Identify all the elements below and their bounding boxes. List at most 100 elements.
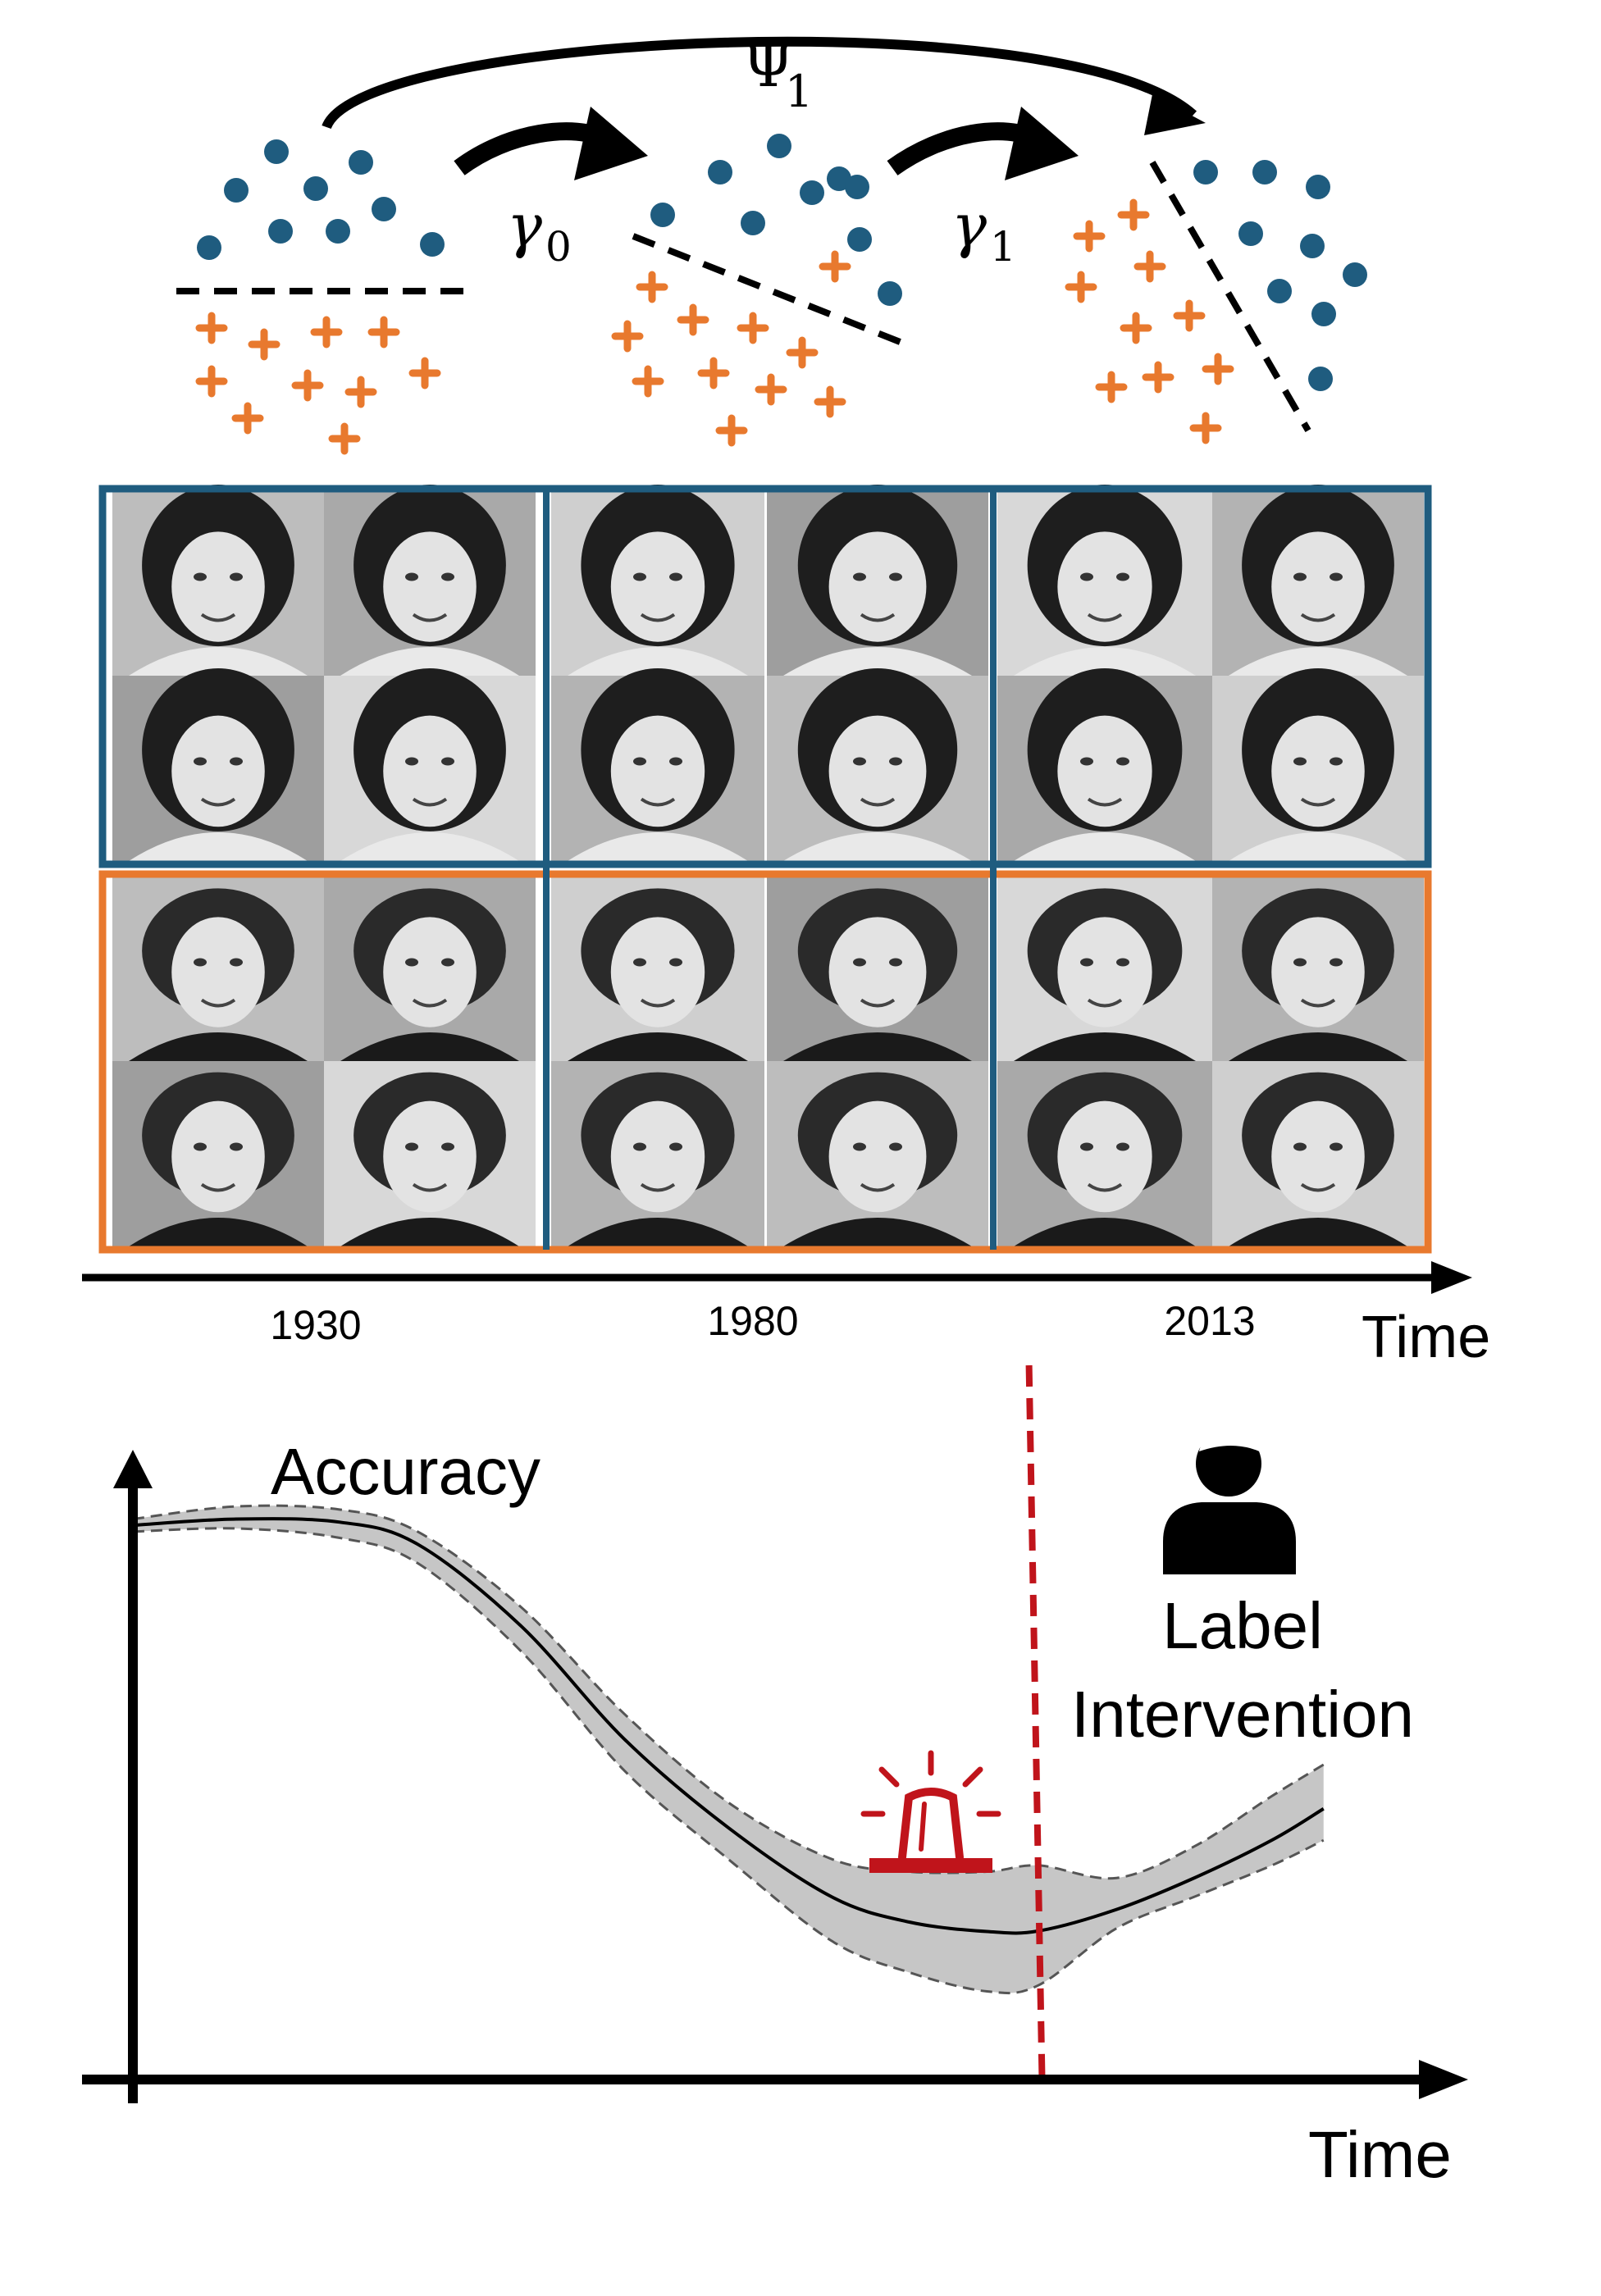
class-cross-point bbox=[231, 402, 264, 435]
class-cross-point bbox=[1133, 250, 1166, 283]
portrait-photo bbox=[551, 1061, 764, 1246]
portrait-photo bbox=[112, 484, 324, 676]
portrait-photo bbox=[551, 877, 764, 1061]
class-circle-point bbox=[1306, 175, 1330, 199]
class-cross-point bbox=[1095, 371, 1128, 403]
class-circle-point bbox=[741, 211, 765, 235]
class-circle-point bbox=[268, 219, 293, 244]
period-label-2013: 2013 bbox=[1164, 1298, 1255, 1344]
portrait-photo bbox=[112, 1061, 324, 1246]
class-circle-point bbox=[372, 197, 396, 221]
class-cross-point bbox=[1189, 412, 1222, 444]
portrait-photo bbox=[767, 1061, 988, 1246]
period-label-1980: 1980 bbox=[707, 1298, 798, 1344]
class-cross-point bbox=[310, 316, 343, 348]
alarm-siren-icon bbox=[860, 1750, 1001, 1873]
transform-symbol-0: γ bbox=[507, 191, 543, 260]
class-cross-point bbox=[1117, 198, 1150, 231]
portrait-photo bbox=[324, 668, 536, 861]
long-transform-symbol: Ψ bbox=[742, 31, 794, 100]
portrait-photo bbox=[551, 668, 764, 861]
decision-boundary-2 bbox=[1149, 160, 1311, 433]
class-circle-point bbox=[800, 180, 824, 205]
y-axis-label: Accuracy bbox=[271, 1435, 541, 1508]
class-cross-point bbox=[737, 312, 769, 344]
accuracy-band-upper-edge bbox=[132, 1504, 1325, 1880]
class-circle-point bbox=[326, 219, 350, 244]
class-cross-point bbox=[367, 316, 400, 348]
class-circle-point bbox=[1252, 160, 1277, 184]
decision-boundary-1 bbox=[632, 233, 912, 349]
class-cross-point bbox=[755, 373, 787, 406]
long-transform-subscript: 1 bbox=[785, 66, 813, 117]
drift-diagram: Ψ 1 γ 0 γ 1 bbox=[176, 31, 1367, 455]
transform-arrowhead-1 bbox=[1005, 107, 1079, 180]
long-transform-arrowhead bbox=[1144, 94, 1206, 135]
class-circle-point bbox=[1308, 367, 1333, 391]
class-circle-point bbox=[303, 176, 328, 201]
accuracy-line bbox=[132, 1517, 1325, 1935]
class-circle-point bbox=[420, 232, 445, 257]
class-cross-point bbox=[1142, 361, 1175, 394]
portrait-photo bbox=[324, 877, 536, 1061]
class-circle-point bbox=[197, 235, 221, 260]
portrait-photo bbox=[767, 484, 988, 676]
class-cross-point bbox=[328, 422, 361, 455]
class-circle-point bbox=[650, 203, 675, 227]
portrait-photo bbox=[767, 877, 988, 1061]
intervention-marker bbox=[1025, 1364, 1046, 2084]
transform-subscript-0: 0 bbox=[545, 223, 572, 271]
transform-subscript-1: 1 bbox=[990, 223, 1016, 271]
class-cross-point bbox=[1120, 312, 1152, 344]
class-cross-point bbox=[697, 357, 730, 390]
class-cross-point bbox=[1073, 220, 1106, 253]
class-circle-point bbox=[1311, 302, 1336, 326]
portrait-photo bbox=[324, 484, 536, 676]
portrait-photo bbox=[997, 877, 1212, 1061]
orange-group-frame bbox=[98, 870, 1432, 1254]
x-axis-arrowhead bbox=[1419, 2060, 1468, 2099]
class-cross-point bbox=[636, 271, 668, 303]
class-circle-point bbox=[349, 150, 373, 175]
period-label-1930: 1930 bbox=[270, 1302, 361, 1348]
class-cross-point bbox=[611, 320, 644, 353]
class-cross-point bbox=[677, 303, 709, 336]
class-cross-point bbox=[1202, 353, 1234, 385]
class-cross-point bbox=[1173, 299, 1206, 332]
class-circle-point bbox=[1300, 234, 1325, 258]
portrait-photo bbox=[1212, 1061, 1424, 1246]
class-cross-point bbox=[291, 369, 324, 402]
y-axis-arrowhead bbox=[113, 1450, 153, 1488]
photo-grid: 1930 1980 2013 Time bbox=[82, 484, 1490, 1370]
portrait-photo bbox=[767, 668, 988, 861]
class-cross-point bbox=[632, 365, 664, 398]
portrait-photo bbox=[997, 1061, 1212, 1246]
blue-group-frame bbox=[98, 485, 1432, 868]
class-cross-point bbox=[786, 336, 819, 369]
class-cross-point bbox=[344, 376, 377, 408]
class-circle-point bbox=[878, 281, 902, 306]
long-transform-arrow bbox=[322, 36, 1197, 130]
class-cross-point bbox=[195, 312, 228, 344]
transform-symbol-1: γ bbox=[951, 191, 988, 260]
class-circle-point bbox=[767, 134, 791, 158]
class-cross-point bbox=[195, 365, 228, 398]
portrait-photo bbox=[551, 484, 764, 676]
intervention-label-line1: Label bbox=[1162, 1589, 1323, 1662]
class-cross-point bbox=[819, 250, 851, 283]
class-cross-point bbox=[408, 357, 441, 390]
portrait-photo bbox=[112, 877, 324, 1061]
class-cross-point bbox=[1065, 271, 1097, 303]
intervention-label-line2: Intervention bbox=[1071, 1678, 1414, 1751]
accuracy-band-lower-edge bbox=[132, 1527, 1325, 1995]
portrait-photo bbox=[112, 668, 324, 861]
class-circle-point bbox=[1267, 279, 1292, 303]
transform-arrowhead-0 bbox=[574, 107, 648, 180]
accuracy-band bbox=[133, 1506, 1324, 1993]
portrait-photo bbox=[324, 1061, 536, 1246]
class-cross-point bbox=[248, 328, 281, 361]
period-time-axis-arrowhead bbox=[1431, 1261, 1472, 1294]
person-icon bbox=[1163, 1427, 1296, 1574]
portrait-photo bbox=[1212, 877, 1424, 1061]
